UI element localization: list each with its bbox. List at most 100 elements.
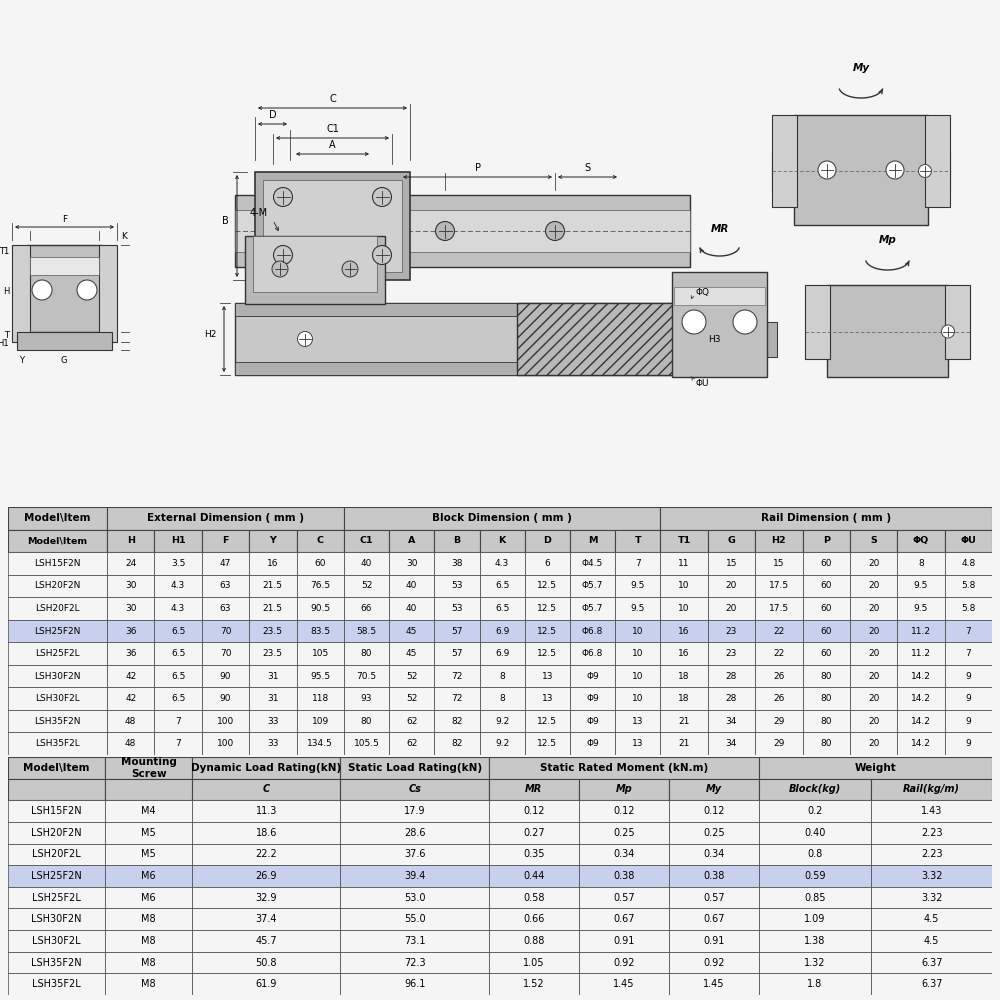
Bar: [570, 642, 615, 665]
Bar: [759, 822, 871, 844]
Text: 4.3: 4.3: [171, 581, 185, 590]
Text: 66: 66: [361, 604, 372, 613]
Text: 22: 22: [773, 649, 784, 658]
Text: 26.9: 26.9: [256, 871, 277, 881]
Bar: [708, 732, 755, 755]
Bar: [249, 687, 297, 710]
Text: 1.52: 1.52: [523, 979, 545, 989]
Bar: [105, 865, 192, 887]
Text: 9.5: 9.5: [631, 604, 645, 613]
Text: 22: 22: [773, 626, 784, 636]
Bar: [202, 620, 249, 642]
Text: 62: 62: [406, 717, 417, 726]
Text: 0.12: 0.12: [613, 806, 635, 816]
Text: Φ9: Φ9: [586, 694, 599, 703]
Bar: [480, 687, 525, 710]
Text: 45: 45: [406, 626, 417, 636]
Bar: [105, 930, 192, 952]
Circle shape: [682, 310, 706, 334]
Text: 70.5: 70.5: [356, 672, 377, 681]
Bar: [434, 620, 480, 642]
Bar: [344, 530, 389, 552]
Text: 53.0: 53.0: [404, 893, 425, 903]
Bar: [803, 552, 850, 575]
Text: H: H: [3, 288, 9, 296]
Text: MR: MR: [710, 224, 729, 234]
Text: T1: T1: [677, 536, 691, 545]
Bar: [434, 642, 480, 665]
Bar: [755, 665, 803, 687]
Text: 80: 80: [361, 649, 372, 658]
Text: 72.3: 72.3: [404, 958, 425, 968]
Bar: [249, 620, 297, 642]
Bar: [945, 575, 992, 597]
Bar: [297, 710, 344, 732]
Bar: [897, 732, 945, 755]
Bar: [154, 687, 202, 710]
Text: 82: 82: [451, 717, 463, 726]
Circle shape: [372, 188, 392, 207]
Text: 24: 24: [125, 559, 136, 568]
Text: 60: 60: [314, 559, 326, 568]
Text: 1.43: 1.43: [921, 806, 942, 816]
Bar: [759, 865, 871, 887]
Bar: [434, 710, 480, 732]
Text: 53: 53: [451, 604, 463, 613]
Bar: [803, 732, 850, 755]
Bar: [480, 620, 525, 642]
Text: 8: 8: [918, 559, 924, 568]
Text: 0.59: 0.59: [804, 871, 826, 881]
Bar: [297, 597, 344, 620]
Text: Mp: Mp: [879, 235, 896, 245]
Text: 16: 16: [678, 649, 690, 658]
Bar: [945, 620, 992, 642]
Text: 21: 21: [678, 739, 690, 748]
Bar: [8, 530, 107, 552]
Text: 0.67: 0.67: [703, 914, 725, 924]
Text: 12.5: 12.5: [537, 649, 557, 658]
Text: 16: 16: [678, 626, 690, 636]
Bar: [107, 642, 154, 665]
Text: 0.25: 0.25: [613, 828, 635, 838]
Text: 6.5: 6.5: [171, 694, 185, 703]
Text: G: G: [728, 536, 735, 545]
Text: LSH30F2L: LSH30F2L: [32, 936, 81, 946]
Bar: [708, 575, 755, 597]
Bar: [192, 887, 340, 908]
Text: 20: 20: [868, 559, 879, 568]
Text: K: K: [499, 536, 506, 545]
Bar: [154, 530, 202, 552]
Text: C: C: [329, 94, 336, 104]
Bar: [570, 665, 615, 687]
Text: 23: 23: [726, 649, 737, 658]
Text: 10: 10: [678, 604, 690, 613]
Circle shape: [918, 164, 932, 178]
Circle shape: [733, 310, 757, 334]
Text: 1.32: 1.32: [804, 958, 826, 968]
Text: 12.5: 12.5: [537, 581, 557, 590]
Bar: [344, 507, 660, 530]
Bar: [249, 732, 297, 755]
Bar: [525, 687, 570, 710]
Bar: [154, 710, 202, 732]
Bar: [107, 507, 344, 530]
Bar: [615, 620, 660, 642]
Bar: [192, 779, 340, 800]
Bar: [669, 887, 759, 908]
Text: 12.5: 12.5: [537, 626, 557, 636]
Text: 12.5: 12.5: [537, 604, 557, 613]
Bar: [570, 552, 615, 575]
Text: 37.6: 37.6: [404, 849, 425, 859]
Bar: [871, 779, 992, 800]
Bar: [489, 973, 579, 995]
Bar: [525, 642, 570, 665]
Bar: [897, 530, 945, 552]
Bar: [579, 822, 669, 844]
Bar: [389, 642, 434, 665]
Text: 10: 10: [632, 626, 644, 636]
Text: 34: 34: [726, 739, 737, 748]
Bar: [660, 665, 708, 687]
Bar: [202, 642, 249, 665]
Bar: [344, 665, 389, 687]
Bar: [389, 620, 434, 642]
